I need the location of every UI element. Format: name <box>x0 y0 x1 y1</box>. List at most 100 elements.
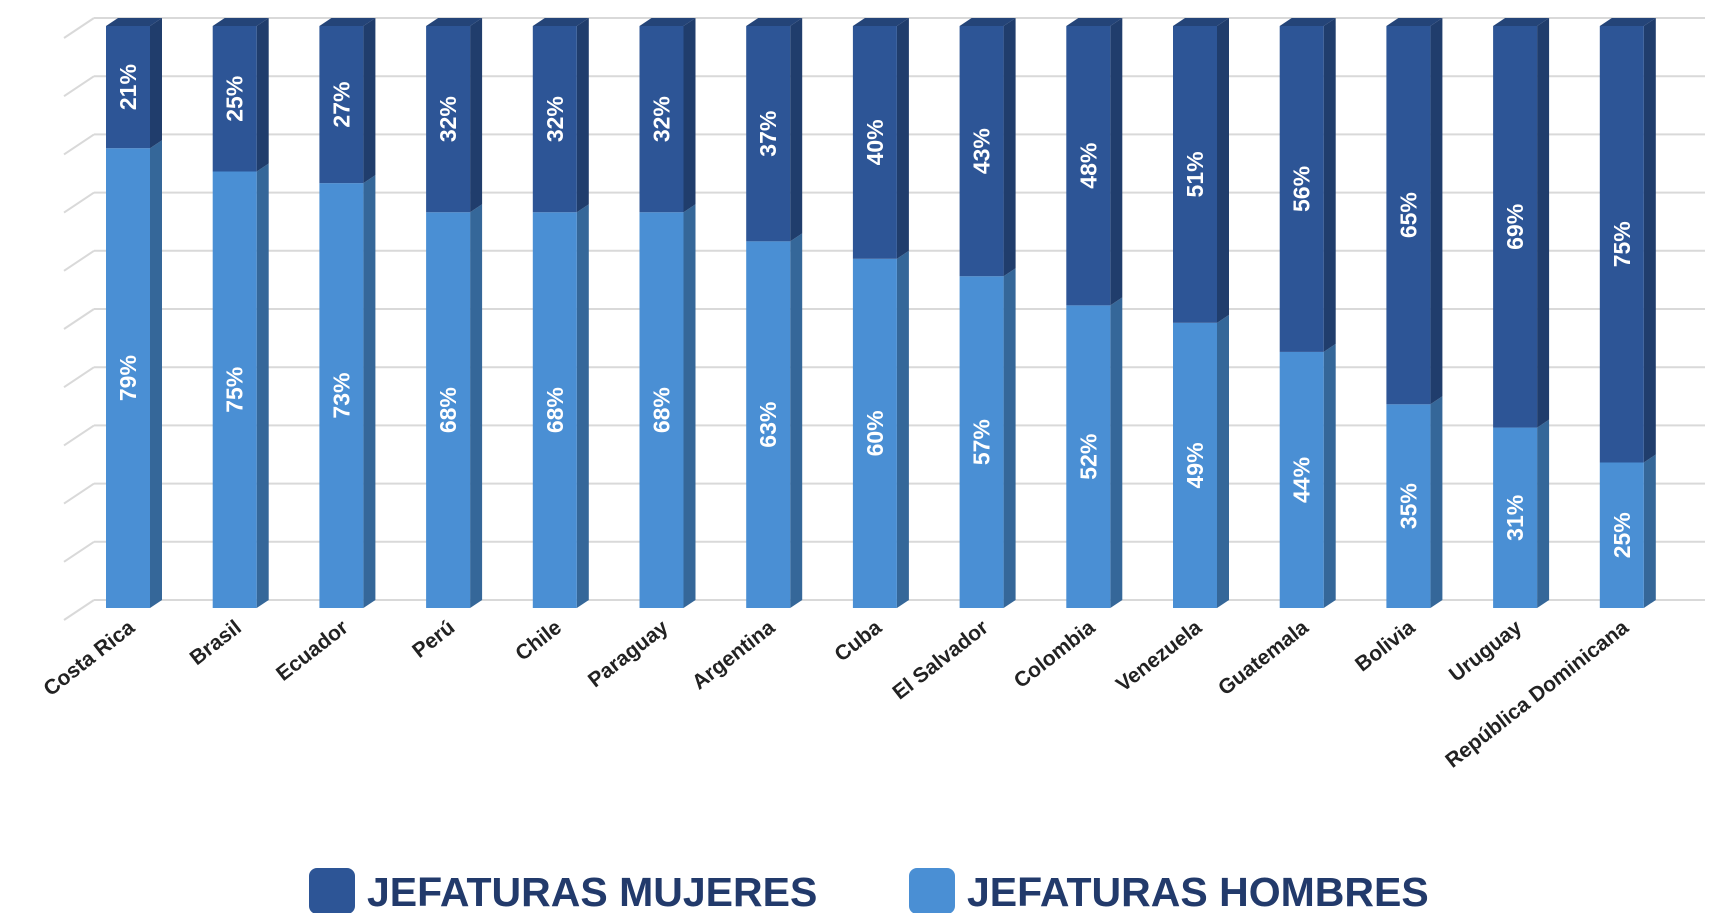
bar-side <box>1643 454 1656 608</box>
bar-segment <box>1599 26 1644 463</box>
x-tick-label: Perú <box>408 616 459 663</box>
grid-line-floor <box>63 482 95 505</box>
legend-swatch <box>309 868 355 913</box>
bar-segment <box>959 276 1004 608</box>
bar-top <box>319 18 376 26</box>
bar-side <box>1110 18 1123 306</box>
bar-segment <box>1493 26 1538 428</box>
bar-segment <box>1599 462 1644 608</box>
bar-segment <box>1279 351 1324 608</box>
legend-swatch <box>909 868 955 913</box>
value-label: 73% <box>328 373 354 419</box>
value-label: 25% <box>1609 512 1635 558</box>
x-tick-label: Venezuela <box>1112 616 1206 697</box>
bar-top <box>746 18 803 26</box>
x-tick-label: República Dominicana <box>1441 616 1633 773</box>
value-label: 65% <box>1395 192 1421 238</box>
value-label: 32% <box>649 96 675 142</box>
bar-side <box>256 163 269 608</box>
bar-segment <box>212 26 257 172</box>
bar-side <box>1430 396 1443 608</box>
bar-side <box>790 18 803 242</box>
grid-line-floor <box>63 17 95 39</box>
grid-line-floor <box>63 366 95 389</box>
value-label: 32% <box>435 96 461 142</box>
value-label: 68% <box>435 387 461 433</box>
bar-segment <box>1386 26 1431 405</box>
bar-segment <box>1493 427 1538 608</box>
value-label: 35% <box>1395 483 1421 529</box>
bar-side <box>470 204 483 609</box>
bar-segment <box>852 26 897 259</box>
bar-segment <box>852 258 897 608</box>
value-label: 60% <box>862 410 888 456</box>
value-label: 52% <box>1075 434 1101 480</box>
bar-side <box>1537 419 1550 608</box>
bar-segment <box>1066 26 1111 306</box>
bar-side <box>790 233 803 608</box>
bar-side <box>1643 18 1656 463</box>
bar-segment <box>426 26 471 213</box>
value-label: 32% <box>542 96 568 142</box>
bar-side <box>363 18 376 184</box>
value-label: 56% <box>1289 166 1315 212</box>
value-label: 63% <box>755 402 781 448</box>
bar-top <box>212 18 269 26</box>
value-label: 48% <box>1075 143 1101 189</box>
value-label: 68% <box>649 387 675 433</box>
bar-top <box>426 18 483 26</box>
bar-side <box>256 18 269 172</box>
grid-line-floor <box>63 424 95 447</box>
bar-segment <box>746 241 791 608</box>
bar-side <box>1003 18 1016 277</box>
x-tick-label: El Salvador <box>888 616 992 705</box>
bar-segment <box>319 183 364 608</box>
legend-label: JEFATURAS HOMBRES <box>967 869 1429 913</box>
x-tick-label: Chile <box>511 616 566 666</box>
bar-top <box>1066 18 1123 26</box>
value-label: 79% <box>115 355 141 401</box>
grid-line-floor <box>63 599 95 621</box>
bar-segment <box>1279 26 1324 352</box>
x-tick-label: Paraguay <box>584 616 673 693</box>
bar-side <box>1217 314 1229 608</box>
grid-line-floor <box>63 249 95 272</box>
bar-side <box>683 18 696 213</box>
bar-side <box>1323 343 1336 608</box>
bar-segment <box>532 26 577 213</box>
x-tick-label: Cuba <box>830 616 886 667</box>
bar-top <box>1173 18 1229 26</box>
bar-top <box>1493 18 1550 26</box>
bar-segment <box>639 26 684 213</box>
value-label: 27% <box>328 82 354 128</box>
bar-segment <box>1173 26 1217 323</box>
x-tick-label: Argentina <box>688 616 780 695</box>
bar-side <box>150 140 162 608</box>
bar-side <box>470 18 483 213</box>
bar-segment <box>106 26 150 149</box>
value-label: 25% <box>222 76 248 122</box>
bar-side <box>1323 18 1336 352</box>
bar-segment <box>746 26 791 242</box>
bar-top <box>1386 18 1443 26</box>
value-label: 31% <box>1502 495 1528 541</box>
bar-segment <box>1066 305 1111 608</box>
bar-top <box>852 18 909 26</box>
x-tick-label: Brasil <box>186 616 246 670</box>
bar-segment <box>532 212 577 609</box>
x-tick-label: Ecuador <box>272 616 352 686</box>
value-label: 44% <box>1289 457 1315 503</box>
grid-line-floor <box>63 75 95 98</box>
grid-line-floor <box>63 308 95 330</box>
bar-side <box>576 18 589 213</box>
bar-segment <box>1386 404 1431 608</box>
bar-top <box>532 18 589 26</box>
bar-top <box>1599 18 1656 26</box>
bar-top <box>1279 18 1336 26</box>
value-label: 75% <box>222 367 248 413</box>
x-tick-label: Guatemala <box>1214 616 1313 700</box>
bar-top <box>639 18 696 26</box>
bar-top <box>106 18 162 26</box>
